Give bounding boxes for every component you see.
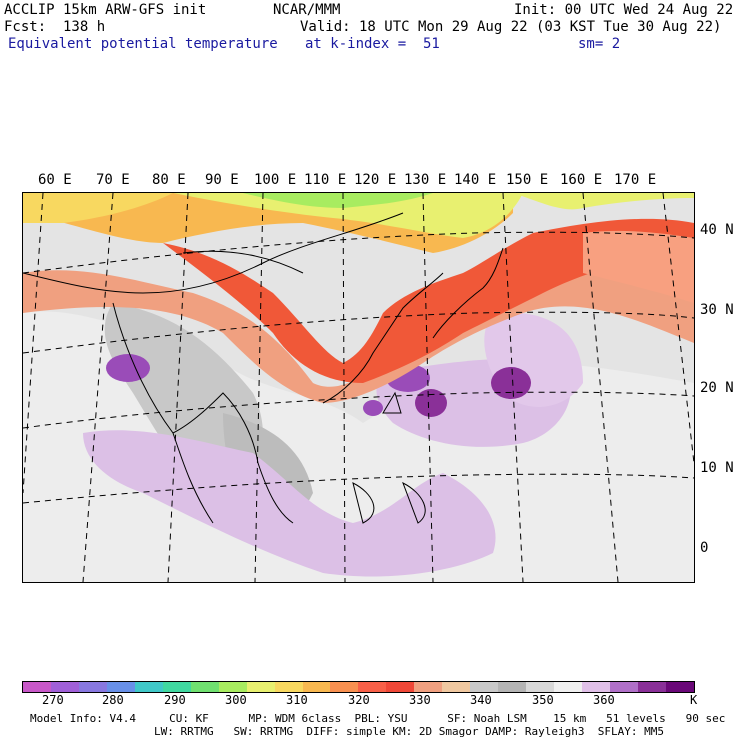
lat-label: 20 N [700,380,734,396]
colorbar-swatch [665,682,694,692]
colorbar-label: 320 [348,693,370,707]
colorbar-unit: K [690,693,698,707]
colorbar-swatch [23,682,51,692]
colorbar-label: 290 [164,693,186,707]
colorbar [22,681,695,693]
lat-label: 10 N [700,460,734,476]
organization: NCAR/MMM [273,2,341,18]
colorbar-swatch [78,682,107,692]
colorbar-label: 270 [42,693,64,707]
colorbar-label: 360 [593,693,615,707]
lat-label: 0 [700,540,709,556]
colorbar-swatch [637,682,666,692]
lon-label: 130 E [404,172,447,188]
colorbar-swatch [50,682,79,692]
colorbar-swatch [442,682,471,692]
theta-e-field [23,193,694,582]
colorbar-swatch [358,682,387,692]
lon-label: 140 E [454,172,497,188]
colorbar-swatch [470,682,499,692]
colorbar-swatch [386,682,415,692]
valid-time: Valid: 18 UTC Mon 29 Aug 22 (03 KST Tue … [300,19,722,35]
colorbar-swatch [582,682,611,692]
colorbar-swatch [610,682,638,692]
lon-label: 80 E [152,172,186,188]
colorbar-swatch [106,682,135,692]
colorbar-swatch [134,682,163,692]
model-title: ACCLIP 15km ARW-GFS init [4,2,207,18]
lon-label: 110 E [304,172,347,188]
lon-label: 150 E [506,172,549,188]
colorbar-label: 340 [470,693,492,707]
colorbar-swatch [554,682,583,692]
model-info-line1: Model Info: V4.4 CU: KF MP: WDM 6class P… [30,712,726,725]
lon-label: 170 E [614,172,657,188]
colorbar-label: 350 [532,693,554,707]
init-time: Init: 00 UTC Wed 24 Aug 22 [514,2,734,18]
colorbar-label: 310 [286,693,308,707]
smoothing-info: sm= 2 [578,36,621,52]
level-info: at k-index = 51 [305,36,440,52]
model-info-line2: LW: RRTMG SW: RRTMG DIFF: simple KM: 2D … [154,725,664,738]
colorbar-swatch [246,682,275,692]
lat-label: 40 N [700,222,734,238]
colorbar-swatch [526,682,555,692]
lon-label: 60 E [38,172,72,188]
lon-label: 160 E [560,172,603,188]
colorbar-swatch [162,682,191,692]
colorbar-swatch [302,682,331,692]
colorbar-swatch [190,682,219,692]
variable-name: Equivalent potential temperature [8,36,278,52]
colorbar-swatch [330,682,359,692]
colorbar-swatch [274,682,303,692]
colorbar-swatch [414,682,443,692]
colorbar-swatch [498,682,527,692]
colorbar-label: 280 [102,693,124,707]
lon-label: 70 E [96,172,130,188]
colorbar-label: 300 [225,693,247,707]
lon-label: 120 E [354,172,397,188]
lon-label: 100 E [254,172,297,188]
colorbar-swatch [218,682,247,692]
lat-label: 30 N [700,302,734,318]
colorbar-label: 330 [409,693,431,707]
map-panel [22,192,695,583]
forecast-hour: Fcst: 138 h [4,19,106,35]
lon-label: 90 E [205,172,239,188]
